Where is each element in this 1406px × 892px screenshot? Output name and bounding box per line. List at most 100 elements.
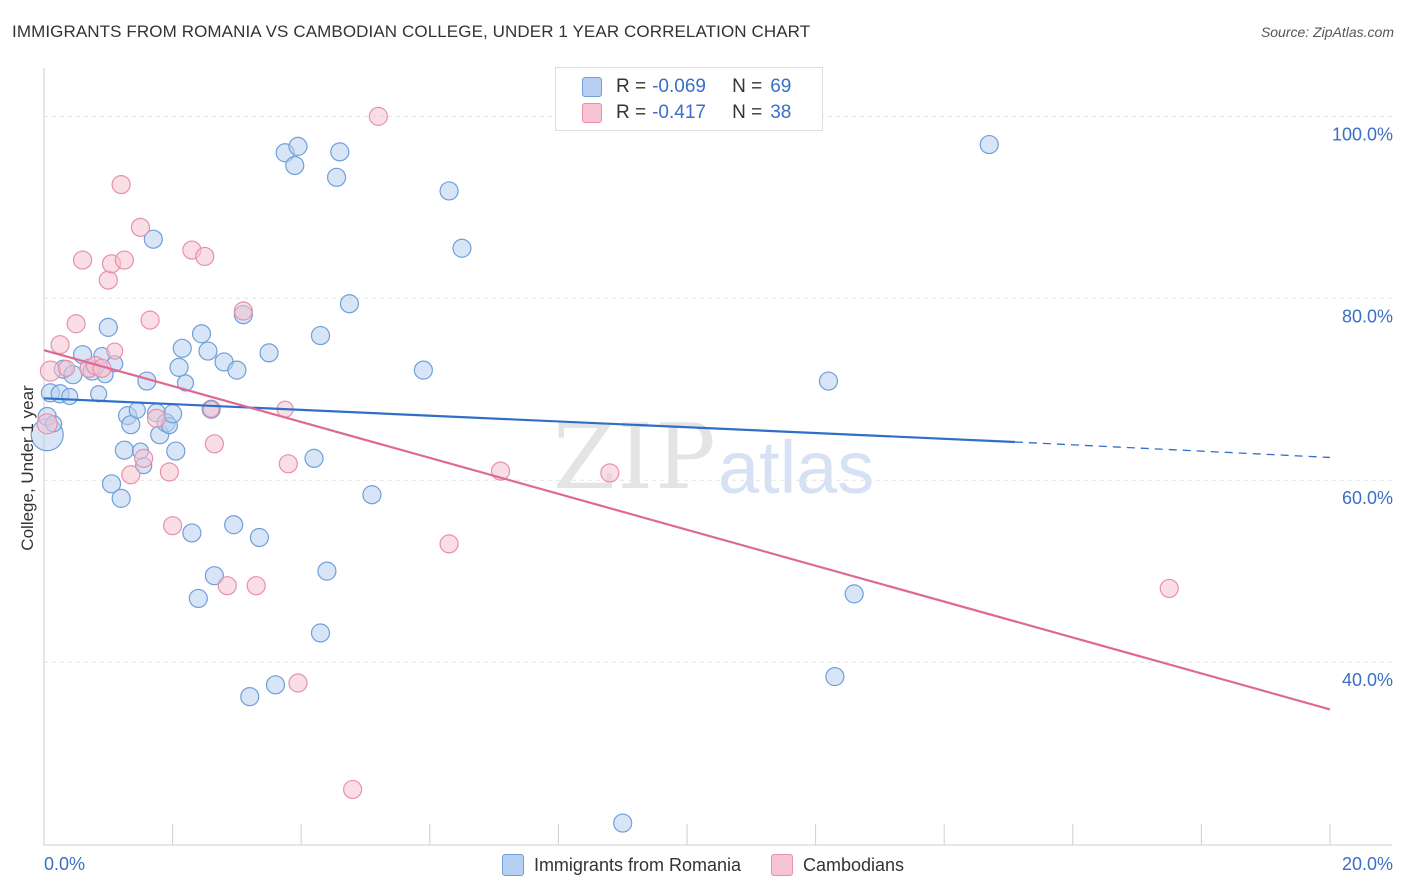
legend-n-label: N = bbox=[732, 76, 763, 97]
x-tick-label-max: 20.0% bbox=[1342, 854, 1393, 874]
point-romania bbox=[227, 360, 247, 380]
point-romania bbox=[452, 238, 472, 258]
legend-n-value-cambodians: 38 bbox=[770, 102, 792, 123]
point-cambodians bbox=[57, 359, 76, 377]
legend-r-label: R = bbox=[616, 76, 647, 97]
legend-r-value-romania: -0.069 bbox=[652, 76, 706, 97]
point-romania bbox=[114, 440, 134, 460]
point-cambodians bbox=[217, 576, 237, 596]
point-cambodians bbox=[36, 413, 58, 435]
point-romania bbox=[326, 167, 347, 187]
point-cambodians bbox=[66, 314, 86, 334]
legend-swatch-romania bbox=[582, 77, 602, 97]
point-cambodians bbox=[50, 335, 70, 355]
point-romania bbox=[259, 343, 279, 363]
point-romania bbox=[182, 523, 202, 543]
point-cambodians bbox=[163, 516, 183, 536]
point-romania bbox=[362, 485, 382, 505]
point-romania bbox=[339, 294, 360, 314]
legend-n-label: N = bbox=[732, 102, 763, 123]
legend-r-label: R = bbox=[616, 102, 647, 123]
legend-n-value-romania: 69 bbox=[770, 76, 792, 97]
point-cambodians bbox=[140, 310, 160, 330]
point-romania bbox=[285, 155, 305, 176]
point-romania bbox=[169, 357, 189, 378]
point-romania bbox=[413, 360, 433, 380]
point-cambodians bbox=[195, 246, 215, 267]
point-romania bbox=[439, 181, 459, 201]
point-cambodians bbox=[600, 463, 620, 483]
legend-r-value-cambodians: -0.417 bbox=[652, 102, 706, 123]
legend-label-romania: Immigrants from Romania bbox=[533, 854, 741, 875]
point-romania bbox=[191, 324, 212, 344]
legend-row-romania: R = -0.069 N = 69 bbox=[582, 75, 791, 99]
legend-item-romania[interactable]: Immigrants from Romania bbox=[501, 854, 741, 876]
legend-row-cambodians: R = -0.417 N = 38 bbox=[582, 101, 791, 125]
legend-item-cambodians[interactable]: Cambodians bbox=[771, 854, 904, 876]
point-cambodians bbox=[159, 462, 179, 482]
point-romania bbox=[204, 566, 224, 586]
point-romania bbox=[188, 588, 208, 609]
point-cambodians bbox=[111, 174, 131, 195]
point-romania bbox=[61, 387, 79, 406]
point-cambodians bbox=[1159, 578, 1179, 599]
point-cambodians bbox=[202, 400, 220, 418]
point-romania bbox=[143, 229, 163, 249]
point-romania bbox=[825, 667, 845, 687]
point-romania bbox=[249, 527, 270, 548]
point-cambodians bbox=[106, 342, 124, 360]
point-cambodians bbox=[278, 454, 298, 474]
chart-source: Source: ZipAtlas.com bbox=[1260, 24, 1394, 40]
point-cambodians bbox=[72, 250, 93, 270]
legend-swatch-romania bbox=[501, 854, 524, 876]
point-romania bbox=[317, 561, 337, 581]
point-romania bbox=[304, 448, 324, 468]
point-cambodians bbox=[121, 465, 141, 485]
point-cambodians bbox=[368, 106, 388, 126]
point-cambodians bbox=[146, 408, 167, 428]
point-romania bbox=[111, 488, 131, 508]
stats-legend: R = -0.069 N = 69 R = -0.417 N = 38 bbox=[555, 67, 823, 131]
y-tick-label: 100.0% bbox=[1332, 124, 1393, 144]
point-cambodians bbox=[343, 779, 363, 800]
point-cambodians bbox=[39, 360, 62, 382]
data-points bbox=[30, 106, 1179, 833]
point-romania bbox=[172, 338, 192, 358]
legend-swatch-cambodians bbox=[582, 103, 602, 123]
trend-line-romania bbox=[43, 397, 1015, 444]
gridlines bbox=[44, 115, 1392, 663]
y-tick-label: 80.0% bbox=[1342, 306, 1393, 326]
point-romania bbox=[101, 474, 122, 494]
point-romania bbox=[166, 441, 186, 461]
series-legend: Immigrants from Romania Cambodians bbox=[0, 852, 1406, 878]
point-romania bbox=[98, 317, 118, 337]
point-cambodians bbox=[246, 576, 266, 596]
point-romania bbox=[198, 341, 218, 361]
x-tick-label-min: 0.0% bbox=[44, 854, 85, 874]
point-romania bbox=[613, 813, 633, 833]
point-cambodians bbox=[233, 301, 253, 321]
point-romania bbox=[288, 136, 308, 156]
point-romania bbox=[240, 687, 260, 707]
point-romania bbox=[224, 515, 244, 535]
point-cambodians bbox=[98, 270, 118, 290]
legend-swatch-cambodians bbox=[771, 854, 793, 876]
point-romania bbox=[163, 404, 183, 424]
point-romania bbox=[310, 325, 331, 346]
y-tick-label: 60.0% bbox=[1342, 488, 1393, 508]
point-romania bbox=[979, 134, 999, 155]
point-cambodians bbox=[130, 217, 151, 237]
point-cambodians bbox=[288, 673, 308, 693]
point-romania bbox=[90, 385, 108, 403]
chart-title: IMMIGRANTS FROM ROMANIA VS CAMBODIAN COL… bbox=[12, 22, 811, 41]
trend-line-extension-romania bbox=[1014, 441, 1331, 459]
point-romania bbox=[818, 371, 839, 391]
point-romania bbox=[310, 623, 331, 643]
y-axis-label: College, Under 1 year bbox=[18, 385, 37, 551]
tick-labels: 100.0% 80.0% 60.0% 40.0% 0.0% 20.0% bbox=[44, 124, 1393, 874]
watermark-atlas: atlas bbox=[718, 426, 875, 509]
trend-line-cambodians bbox=[43, 349, 1331, 711]
point-romania bbox=[265, 675, 286, 695]
point-romania bbox=[176, 374, 195, 392]
